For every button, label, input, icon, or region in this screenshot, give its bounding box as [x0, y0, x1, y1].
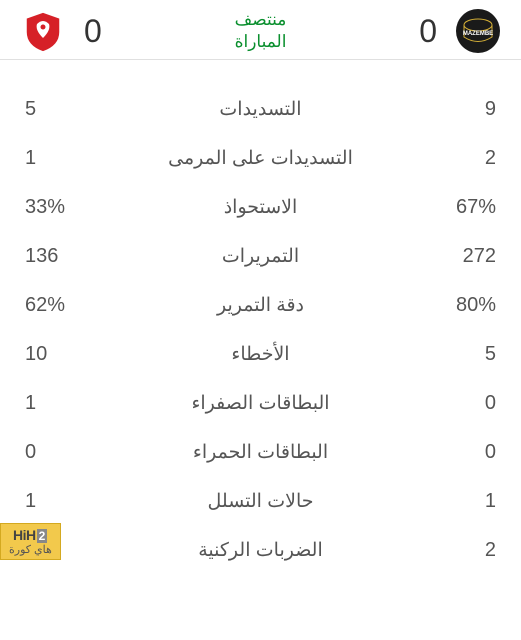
stat-home-value: 272 [299, 245, 496, 268]
home-team-logo: MAZEMBE [455, 8, 501, 54]
stat-home-value: 67% [297, 196, 496, 219]
stat-home-value: 0 [330, 392, 496, 415]
stat-away-value: 1 [25, 147, 168, 170]
stat-away-value: 1 [25, 392, 191, 415]
watermark-title: HiH2 [13, 527, 48, 543]
watermark-badge: HiH2 هاي كورة [0, 523, 61, 560]
status-line-2: المباراة [235, 31, 287, 53]
stat-row: 9 التسديدات 5 [25, 85, 496, 134]
stat-row: 2 التسديدات على المرمى 1 [25, 134, 496, 183]
away-team-block: 0 [20, 8, 102, 54]
stat-away-value: 33% [25, 196, 224, 219]
stat-row: 80% دقة التمرير 62% [25, 281, 496, 330]
stat-label: الاستحواذ [224, 196, 298, 219]
stat-row: 67% الاستحواذ 33% [25, 183, 496, 232]
away-team-logo [20, 8, 66, 54]
stat-home-value: 9 [302, 98, 496, 121]
stat-away-value: 1 [25, 490, 208, 513]
stat-label: حالات التسلل [208, 490, 314, 513]
stat-away-value: 62% [25, 294, 217, 317]
watermark-text: HiH [13, 527, 36, 543]
stats-table: 9 التسديدات 5 2 التسديدات على المرمى 1 6… [0, 60, 521, 575]
stat-away-value: 136 [25, 245, 222, 268]
match-header: MAZEMBE 0 منتصف المباراة 0 [0, 0, 521, 60]
stat-label: التمريرات [222, 245, 299, 268]
away-score: 0 [84, 13, 102, 50]
watermark-number: 2 [37, 529, 47, 543]
stat-label: التسديدات على المرمى [168, 147, 353, 170]
stat-home-value: 2 [323, 539, 496, 562]
match-status: منتصف المباراة [235, 9, 287, 53]
svg-text:MAZEMBE: MAZEMBE [463, 31, 493, 37]
stat-home-value: 0 [328, 441, 496, 464]
stat-home-value: 2 [353, 147, 496, 170]
stat-label: الأخطاء [231, 343, 289, 366]
stat-row: 0 البطاقات الحمراء 0 [25, 428, 496, 477]
stat-away-value: 10 [25, 343, 231, 366]
stat-label: البطاقات الصفراء [191, 392, 329, 415]
stat-away-value: 0 [25, 441, 193, 464]
stat-home-value: 80% [304, 294, 496, 317]
stat-label: الضربات الركنية [198, 539, 323, 562]
stat-row: 5 الأخطاء 10 [25, 330, 496, 379]
stat-label: البطاقات الحمراء [193, 441, 328, 464]
stat-away-value: 5 [25, 98, 219, 121]
status-line-1: منتصف [235, 9, 287, 31]
stat-label: دقة التمرير [217, 294, 304, 317]
stat-row: 2 الضربات الركنية 1 [25, 526, 496, 575]
home-score: 0 [419, 13, 437, 50]
stat-row: 0 البطاقات الصفراء 1 [25, 379, 496, 428]
stat-label: التسديدات [219, 98, 301, 121]
stat-home-value: 1 [313, 490, 496, 513]
stat-home-value: 5 [290, 343, 496, 366]
watermark-subtitle: هاي كورة [9, 543, 52, 556]
home-team-block: MAZEMBE 0 [419, 8, 501, 54]
stat-row: 272 التمريرات 136 [25, 232, 496, 281]
stat-row: 1 حالات التسلل 1 [25, 477, 496, 526]
